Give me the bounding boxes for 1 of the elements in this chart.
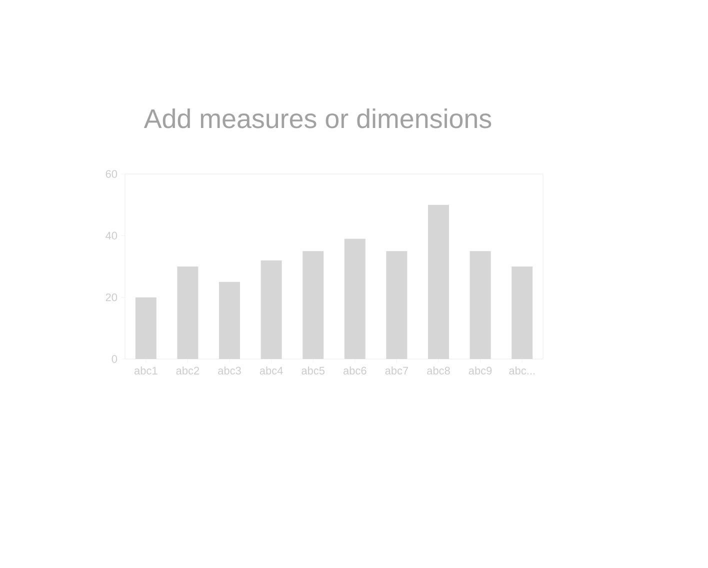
chart-title: Add measures or dimensions [144,108,492,128]
